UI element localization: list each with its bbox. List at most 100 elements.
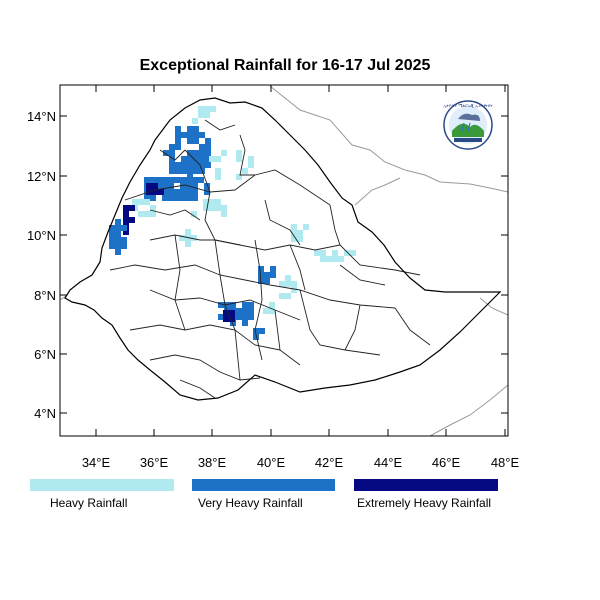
- rain-pixel: [269, 308, 275, 314]
- rain-pixel: [350, 250, 356, 256]
- rain-pixel: [144, 195, 150, 201]
- rain-pixel: [215, 205, 221, 211]
- rain-pixel: [204, 183, 210, 189]
- rain-pixel: [314, 250, 320, 256]
- rain-pixel: [156, 183, 162, 189]
- rain-pixel: [109, 231, 115, 237]
- rain-pixel: [179, 235, 185, 241]
- rain-pixel: [297, 230, 303, 236]
- rain-pixel: [175, 126, 181, 132]
- rain-pixel: [121, 225, 127, 231]
- rain-pixel: [193, 150, 199, 156]
- rain-pixel: [218, 302, 224, 308]
- rain-pixel: [109, 225, 115, 231]
- rain-pixel: [209, 199, 215, 205]
- rain-pixel: [285, 281, 291, 287]
- rain-pixel: [218, 314, 224, 320]
- rain-pixel: [248, 308, 254, 314]
- rain-pixel: [191, 235, 197, 241]
- lon-labels: 34°E 36°E 38°E 40°E 42°E 44°E 46°E 48°E: [82, 455, 520, 470]
- rain-pixel: [221, 150, 227, 156]
- rain-pixel: [162, 189, 168, 195]
- rain-pixel: [175, 168, 181, 174]
- lon-label: 42°E: [315, 455, 344, 470]
- rain-pixel: [291, 287, 297, 293]
- rain-pixel: [175, 144, 181, 150]
- rain-pixel: [297, 236, 303, 242]
- lat-labels: 14°N 12°N 10°N 8°N 6°N 4°N: [27, 109, 56, 421]
- rain-pixel: [115, 243, 121, 249]
- rain-pixel: [121, 237, 127, 243]
- rain-pixel: [215, 174, 221, 180]
- rain-pixel: [187, 126, 193, 132]
- rain-pixel: [215, 199, 221, 205]
- rain-pixel: [242, 320, 248, 326]
- lon-label: 46°E: [432, 455, 461, 470]
- rain-pixel: [169, 168, 175, 174]
- legend-label-extremely-heavy: Extremely Heavy Rainfall: [357, 496, 492, 510]
- rain-pixel: [175, 138, 181, 144]
- rain-pixel: [199, 132, 205, 138]
- rain-pixel: [320, 250, 326, 256]
- rain-pixel: [204, 112, 210, 118]
- rain-pixel: [199, 150, 205, 156]
- rain-pixel: [185, 241, 191, 247]
- rain-pixel: [344, 250, 350, 256]
- axis-ticks: [60, 85, 508, 436]
- rain-pixel: [204, 189, 210, 195]
- rain-pixel: [169, 144, 175, 150]
- rain-pixel: [192, 183, 198, 189]
- rain-pixel: [198, 112, 204, 118]
- rain-pixel: [185, 229, 191, 235]
- rain-pixel: [248, 162, 254, 168]
- rain-pixel: [199, 144, 205, 150]
- rain-pixel: [115, 231, 121, 237]
- rain-pixel: [242, 308, 248, 314]
- rain-pixel: [242, 314, 248, 320]
- rain-pixel: [198, 177, 204, 183]
- rain-pixel: [144, 177, 150, 183]
- lon-label: 44°E: [374, 455, 403, 470]
- lat-label: 6°N: [34, 347, 56, 362]
- rain-pixel: [138, 199, 144, 205]
- rain-pixel: [175, 162, 181, 168]
- lon-label: 38°E: [198, 455, 227, 470]
- rain-pixel: [236, 174, 242, 180]
- rain-pixel: [158, 189, 164, 195]
- rain-pixel: [199, 162, 205, 168]
- rain-pixel: [230, 320, 236, 326]
- rain-pixel: [204, 106, 210, 112]
- rain-pixel: [291, 236, 297, 242]
- lon-label: 48°E: [491, 455, 520, 470]
- rain-pixel: [242, 302, 248, 308]
- lat-label: 8°N: [34, 288, 56, 303]
- rain-pixel: [248, 302, 254, 308]
- rain-pixel: [264, 278, 270, 284]
- lon-label: 36°E: [140, 455, 169, 470]
- rain-pixel: [264, 272, 270, 278]
- rain-pixel: [221, 211, 227, 217]
- rain-pixel: [193, 132, 199, 138]
- rain-pixel: [279, 293, 285, 299]
- rain-pixel: [187, 150, 193, 156]
- rain-pixel: [269, 302, 275, 308]
- rain-pixel: [144, 211, 150, 217]
- rain-pixel: [223, 310, 229, 316]
- rain-pixel: [169, 162, 175, 168]
- rain-pixel: [192, 189, 198, 195]
- legend-label-very-heavy: Very Heavy Rainfall: [198, 496, 303, 510]
- rain-pixel: [181, 168, 187, 174]
- rain-pixel: [181, 156, 187, 162]
- neighbor-boundaries: [60, 85, 508, 436]
- rain-pixel: [230, 302, 236, 308]
- rain-pixel: [205, 150, 211, 156]
- rain-pixel: [193, 126, 199, 132]
- rain-pixel: [270, 266, 276, 272]
- rain-pixel: [253, 334, 259, 340]
- lon-label: 40°E: [257, 455, 286, 470]
- rain-pixel: [115, 219, 121, 225]
- rain-pixel: [223, 316, 229, 322]
- rain-pixel: [123, 211, 129, 217]
- rain-pixel: [338, 256, 344, 262]
- legend-swatch-extremely-heavy: [354, 479, 498, 491]
